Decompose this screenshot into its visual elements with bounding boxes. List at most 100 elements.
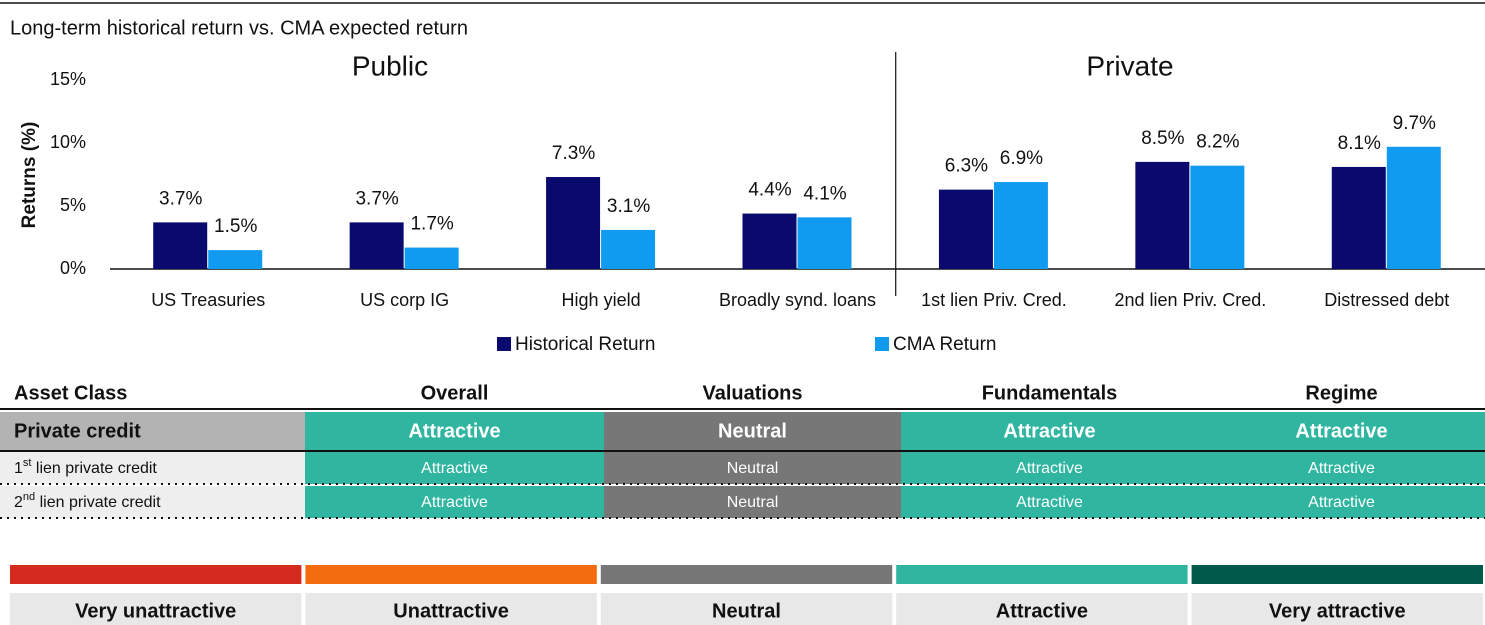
x-tick-label: US corp IG: [360, 290, 449, 310]
data-label: 8.5%: [1141, 128, 1184, 149]
scale-label: Attractive: [996, 600, 1088, 622]
bar: [742, 213, 797, 269]
data-label: 4.1%: [803, 183, 846, 204]
bar: [1386, 146, 1441, 269]
legend-label: CMA Return: [893, 334, 996, 355]
rating-label: Neutral: [718, 420, 787, 442]
bar: [404, 247, 459, 269]
rating-cell: [901, 486, 1198, 518]
legend-swatch: [875, 337, 889, 351]
table-header: Asset Class: [14, 382, 127, 404]
x-tick-label: 1st lien Priv. Cred.: [921, 290, 1067, 310]
data-label: 6.9%: [1000, 148, 1043, 169]
row-label: 1st lien private credit: [14, 457, 157, 477]
legend-swatch: [497, 337, 511, 351]
row-label: 2nd lien private credit: [14, 491, 161, 511]
data-label: 7.3%: [552, 143, 595, 164]
data-label: 3.7%: [159, 188, 202, 209]
rating-cell: [305, 412, 604, 450]
rating-label: Attractive: [1295, 420, 1387, 442]
data-label: 4.4%: [748, 180, 791, 201]
bar: [153, 222, 208, 269]
scale-bar: [1191, 565, 1483, 584]
data-label: 6.3%: [945, 156, 988, 177]
scale-label-bg: [1191, 593, 1483, 625]
y-tick-label: 0%: [60, 258, 86, 278]
rating-label: Attractive: [1308, 494, 1375, 511]
rating-cell: [305, 452, 604, 484]
y-tick-label: 15%: [50, 69, 86, 89]
x-tick-label: 2nd lien Priv. Cred.: [1114, 290, 1266, 310]
rating-cell: [1198, 412, 1485, 450]
data-label: 3.7%: [355, 188, 398, 209]
group-label: Private: [1086, 50, 1173, 81]
table-header: Fundamentals: [982, 382, 1118, 404]
rating-label: Neutral: [727, 494, 779, 511]
scale-label: Unattractive: [393, 600, 509, 622]
scale-label-bg: [896, 593, 1188, 625]
data-label: 8.2%: [1196, 132, 1239, 153]
y-tick-label: 5%: [60, 195, 86, 215]
scale-label: Very unattractive: [75, 600, 236, 622]
bar: [1331, 166, 1386, 269]
ordinal: 1: [14, 460, 23, 477]
table-cell: [0, 452, 305, 484]
rating-cell: [604, 452, 901, 484]
rating-cell: [1198, 452, 1485, 484]
ordinal-suffix: nd: [23, 491, 35, 503]
rating-label: Attractive: [1003, 420, 1095, 442]
group-label: Public: [352, 50, 428, 81]
rating-label: Attractive: [1308, 460, 1375, 477]
bar: [546, 177, 601, 269]
bar: [797, 217, 852, 269]
rating-cell: [901, 452, 1198, 484]
scale-label: Very attractive: [1269, 600, 1406, 622]
x-tick-label: Broadly synd. loans: [719, 290, 876, 310]
bar: [349, 222, 404, 269]
table-cell: [0, 412, 305, 450]
x-tick-label: Distressed debt: [1324, 290, 1449, 310]
rating-cell: [1198, 486, 1485, 518]
scale-bar: [305, 565, 597, 584]
data-label: 8.1%: [1338, 133, 1381, 154]
scale-bar: [896, 565, 1188, 584]
rating-label: Attractive: [421, 494, 488, 511]
y-tick-label: 10%: [50, 132, 86, 152]
table-header: Overall: [421, 382, 489, 404]
data-label: 9.7%: [1393, 113, 1436, 134]
table-header: Regime: [1305, 382, 1377, 404]
scale-bar: [10, 565, 302, 584]
legend-label: Historical Return: [515, 334, 655, 355]
scale-label: Neutral: [712, 600, 781, 622]
chart-title: Long-term historical return vs. CMA expe…: [10, 17, 468, 39]
scale-label-bg: [600, 593, 893, 625]
x-tick-label: High yield: [562, 290, 641, 310]
rating-label: Attractive: [421, 460, 488, 477]
row-label: Private credit: [14, 420, 141, 442]
rating-cell: [901, 412, 1198, 450]
rating-label: Neutral: [727, 460, 779, 477]
rating-cell: [604, 486, 901, 518]
x-tick-label: US Treasuries: [151, 290, 265, 310]
rating-label: Attractive: [408, 420, 500, 442]
scale-bar: [600, 565, 893, 584]
bar: [208, 250, 263, 269]
bar: [601, 229, 656, 269]
table-header: Valuations: [702, 382, 802, 404]
y-axis-label: Returns (%): [19, 122, 40, 229]
data-label: 3.1%: [607, 196, 650, 217]
ordinal-suffix: st: [23, 457, 32, 469]
bar: [993, 182, 1048, 269]
rating-label: Attractive: [1016, 460, 1083, 477]
bar: [938, 189, 993, 269]
row-label-rest: lien private credit: [31, 460, 157, 477]
row-label-rest: lien private credit: [35, 494, 161, 511]
ordinal: 2: [14, 494, 23, 511]
data-label: 1.5%: [214, 216, 257, 237]
rating-cell: [305, 486, 604, 518]
table-cell: [0, 486, 305, 518]
rating-cell: [604, 412, 901, 450]
rating-label: Attractive: [1016, 494, 1083, 511]
scale-label-bg: [10, 593, 302, 625]
